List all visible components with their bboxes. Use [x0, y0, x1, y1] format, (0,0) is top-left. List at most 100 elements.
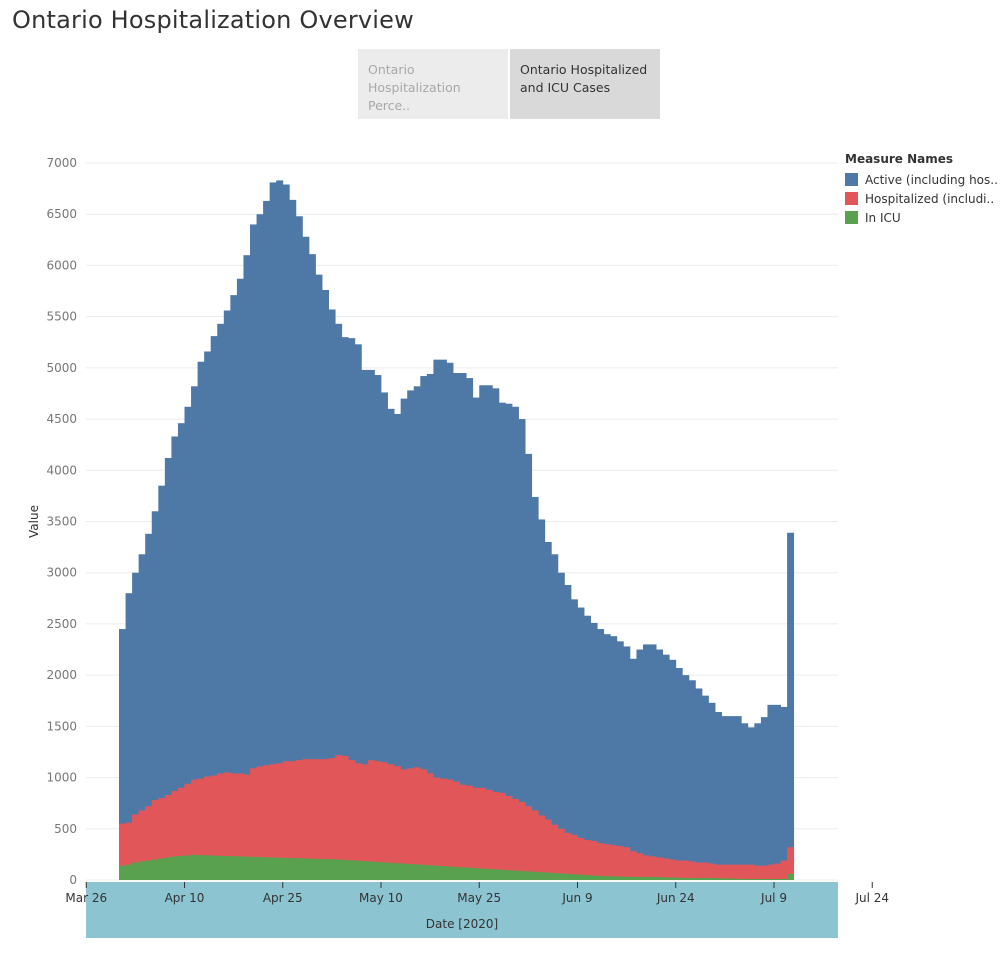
- bar: [184, 855, 192, 880]
- y-axis-title: Value: [27, 505, 41, 538]
- bar: [204, 855, 212, 880]
- bar: [184, 783, 192, 880]
- bar: [361, 861, 369, 880]
- bar: [649, 644, 657, 880]
- bar: [472, 787, 480, 880]
- bar: [223, 310, 231, 880]
- bar: [734, 878, 742, 880]
- bar: [354, 860, 362, 880]
- bar: [675, 860, 683, 880]
- bar: [747, 864, 755, 880]
- bar: [197, 778, 205, 880]
- bar: [348, 760, 356, 880]
- bar: [715, 864, 722, 880]
- bar: [597, 629, 605, 880]
- legend-item-active[interactable]: Active (including hos..: [845, 170, 998, 189]
- bar: [446, 362, 454, 880]
- bar: [315, 274, 323, 880]
- bar: [446, 866, 454, 880]
- bar: [715, 878, 722, 880]
- bar: [780, 706, 788, 880]
- bar: [459, 372, 467, 880]
- legend-item-hospitalized[interactable]: Hospitalized (includi..: [845, 189, 998, 208]
- bar: [754, 723, 762, 880]
- tab-hospitalized-icu-cases[interactable]: Ontario Hospitalized and ICU Cases: [510, 49, 660, 119]
- bar: [151, 859, 159, 880]
- bar: [695, 877, 703, 880]
- bar: [531, 871, 539, 880]
- bar: [119, 823, 126, 880]
- bar: [453, 866, 460, 880]
- bar: [485, 868, 493, 880]
- bar: [394, 413, 402, 880]
- bar: [243, 255, 251, 880]
- series-active-including-hos-: [119, 180, 795, 881]
- bar: [407, 390, 415, 880]
- legend-item-in-icu[interactable]: In ICU: [845, 208, 998, 227]
- bar: [728, 864, 736, 880]
- bar: [426, 374, 434, 880]
- tab-label-line2: and ICU Cases: [520, 80, 611, 95]
- bar: [767, 704, 775, 880]
- bar: [774, 878, 781, 880]
- bar: [348, 860, 356, 880]
- bar: [774, 863, 781, 880]
- bar: [682, 675, 690, 880]
- bar: [158, 798, 166, 880]
- bar: [603, 844, 611, 880]
- bar: [361, 369, 369, 880]
- bar: [125, 864, 133, 880]
- bar: [269, 857, 277, 880]
- bar: [754, 865, 762, 880]
- bar: [217, 773, 225, 880]
- bar: [308, 858, 316, 880]
- bar: [492, 791, 500, 880]
- bar: [210, 855, 218, 880]
- bar: [525, 453, 533, 880]
- bar: [557, 873, 565, 880]
- bar: [760, 717, 768, 880]
- bar: [217, 323, 225, 880]
- bar: [164, 457, 172, 880]
- tab-hospitalization-percentage[interactable]: Ontario Hospitalization Perce..: [358, 49, 508, 119]
- bar: [361, 764, 369, 880]
- bar: [544, 541, 552, 880]
- bar: [302, 858, 310, 880]
- bar: [512, 799, 519, 880]
- bar: [204, 351, 212, 881]
- bar: [151, 511, 159, 880]
- bar: [669, 659, 677, 880]
- bar: [570, 874, 578, 880]
- bar: [256, 766, 264, 880]
- bar: [538, 872, 546, 880]
- bar: [335, 859, 343, 880]
- bar: [335, 755, 343, 880]
- bar: [295, 216, 303, 880]
- bar: [760, 865, 768, 880]
- bar: [322, 290, 329, 880]
- bar: [701, 862, 709, 880]
- bar: [669, 859, 677, 880]
- bar: [191, 386, 198, 880]
- bar: [374, 761, 382, 880]
- legend-label: In ICU: [865, 210, 901, 225]
- bar: [498, 869, 506, 880]
- x-tick-label: Apr 25: [263, 891, 303, 905]
- bar: [250, 856, 257, 880]
- bar: [177, 855, 185, 880]
- bar: [767, 878, 775, 880]
- legend-swatch: [845, 173, 858, 186]
- bar: [485, 789, 493, 880]
- bar: [322, 759, 329, 880]
- bar: [282, 857, 290, 880]
- bar: [708, 877, 716, 880]
- bar: [276, 763, 284, 880]
- bar: [616, 876, 624, 880]
- bar: [171, 436, 179, 880]
- bar: [256, 857, 264, 880]
- legend-title: Measure Names: [845, 152, 954, 166]
- bar: [544, 819, 552, 880]
- bar: [551, 873, 559, 880]
- bar: [413, 767, 421, 880]
- bar: [453, 372, 460, 880]
